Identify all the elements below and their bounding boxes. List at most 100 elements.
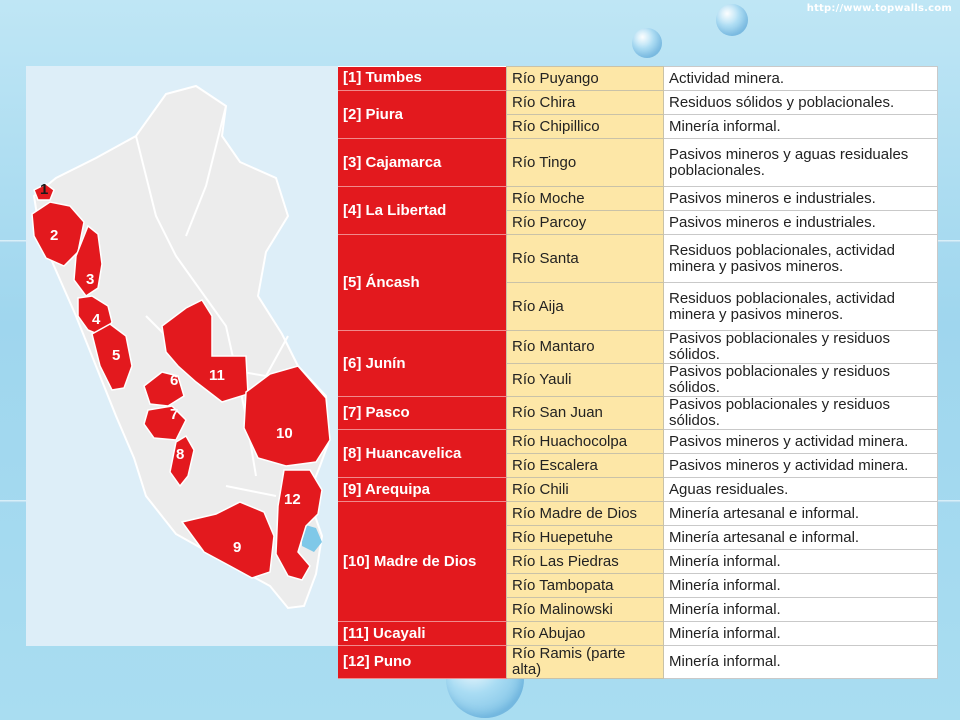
river-cell: Río Madre de Dios — [506, 501, 664, 526]
map-label-5: 5 — [112, 347, 120, 364]
region-cell: [2] Piura — [338, 90, 507, 139]
region-cell: [11] Ucayali — [338, 621, 507, 646]
river-cell: Río Puyango — [506, 66, 664, 91]
river-cell: Río Tambopata — [506, 573, 664, 598]
region-tumbes — [33, 183, 55, 201]
cause-cell: Minería artesanal e informal. — [663, 525, 938, 550]
map-label-6: 6 — [170, 372, 178, 389]
cause-cell: Pasivos poblacionales y residuos sólidos… — [663, 396, 938, 430]
table-body: [1] Tumbes Río Puyango Actividad minera. [2… — [338, 66, 938, 679]
table-row: [1] Tumbes Río Puyango Actividad minera. — [338, 66, 938, 91]
cause-cell: Pasivos mineros y actividad minera. — [663, 429, 938, 454]
table-row: [12] Puno Río Ramis (parte alta) Minería i… — [338, 645, 938, 679]
map-label-12: 12 — [284, 491, 301, 508]
table-row: Río Yauli Pasivos poblacionales y residuo… — [338, 363, 938, 397]
bubble-decoration — [632, 28, 662, 58]
river-cell: Río Chili — [506, 477, 664, 502]
region-cell: [4] La Libertad — [338, 186, 507, 235]
cause-cell: Minería informal. — [663, 573, 938, 598]
cause-cell: Pasivos poblacionales y residuos sólidos… — [663, 330, 938, 364]
table-row: Río Parcoy Pasivos mineros e industriales… — [338, 210, 938, 235]
cause-cell: Aguas residuales. — [663, 477, 938, 502]
region-arequipa — [180, 501, 275, 579]
map-label-1: 1 — [40, 181, 48, 198]
lake-titicaca — [302, 524, 322, 552]
region-madre-de-dios — [243, 365, 331, 467]
river-cell: Río Escalera — [506, 453, 664, 478]
river-cell: Río Santa — [506, 234, 664, 283]
table-row: [5] Áncash Río Santa Residuos poblacionale… — [338, 234, 938, 331]
river-cell: Río Parcoy — [506, 210, 664, 235]
cause-cell: Residuos sólidos y poblacionales. — [663, 90, 938, 115]
table-row: [8] Huancavelica Río Huachocolpa Pasivos m… — [338, 429, 938, 478]
table-row: [11] Ucayali Río Abujao Minería informal. — [338, 621, 938, 646]
table-row: Río Malinowski Minería informal. — [338, 597, 938, 622]
region-ucayali — [161, 299, 249, 403]
map-label-9: 9 — [233, 539, 241, 556]
river-cell: Río Aija — [506, 282, 664, 331]
river-cell: Río Moche — [506, 186, 664, 211]
table-row: [9] Arequipa Río Chili Aguas residuales. — [338, 477, 938, 502]
table-row: [10] Madre de Dios Río Madre de Dios Miner… — [338, 501, 938, 622]
map-label-7: 7 — [170, 406, 178, 423]
table-row: [2] Piura Río Chira Residuos sólidos y pob… — [338, 90, 938, 139]
cause-cell: Pasivos mineros e industriales. — [663, 210, 938, 235]
region-pasco — [143, 405, 187, 441]
pollution-table: [1] Tumbes Río Puyango Actividad minera. [2… — [338, 66, 938, 679]
region-cell: [9] Arequipa — [338, 477, 507, 502]
region-cell: [6] Junín — [338, 330, 507, 397]
table-row: Río Chipillico Minería informal. — [338, 114, 938, 139]
region-puno — [275, 469, 323, 581]
region-cell: [12] Puno — [338, 645, 507, 679]
cause-cell: Minería informal. — [663, 645, 938, 679]
table-row: [7] Pasco Río San Juan Pasivos poblacional… — [338, 396, 938, 430]
river-cell: Río Las Piedras — [506, 549, 664, 574]
table-row: [4] La Libertad Río Moche Pasivos mineros … — [338, 186, 938, 235]
map-label-4: 4 — [92, 311, 101, 328]
river-cell: Río Ramis (parte alta) — [506, 645, 664, 679]
cause-cell: Minería informal. — [663, 114, 938, 139]
table-row: [3] Cajamarca Río Tingo Pasivos mineros y … — [338, 138, 938, 187]
region-ancash — [91, 323, 133, 391]
cause-cell: Residuos poblacionales, actividad minera… — [663, 282, 938, 331]
map-label-2: 2 — [50, 227, 58, 244]
watermark-text: http://www.topwalls.com — [806, 3, 952, 14]
river-cell: Río Yauli — [506, 363, 664, 397]
map-label-11: 11 — [209, 367, 225, 384]
map-label-3: 3 — [86, 271, 94, 288]
region-cajamarca — [73, 224, 103, 298]
cause-cell: Minería informal. — [663, 621, 938, 646]
river-cell: Río Chira — [506, 90, 664, 115]
table-row: Río Las Piedras Minería informal. — [338, 549, 938, 574]
river-cell: Río Huepetuhe — [506, 525, 664, 550]
cause-cell: Pasivos mineros e industriales. — [663, 186, 938, 211]
cause-cell: Pasivos poblacionales y residuos sólidos… — [663, 363, 938, 397]
cause-cell: Residuos poblacionales, actividad minera… — [663, 234, 938, 283]
river-cell: Río Malinowski — [506, 597, 664, 622]
cause-cell: Minería informal. — [663, 549, 938, 574]
cause-cell: Pasivos mineros y actividad minera. — [663, 453, 938, 478]
cause-cell: Pasivos mineros y aguas residuales pobla… — [663, 138, 938, 187]
table-row: [6] Junín Río Mantaro Pasivos poblacionale… — [338, 330, 938, 397]
region-cell: [8] Huancavelica — [338, 429, 507, 478]
region-cell: [1] Tumbes — [338, 66, 507, 91]
peru-map: 1 2 3 4 5 6 7 8 9 10 11 12 — [26, 66, 338, 646]
map-label-8: 8 — [176, 446, 184, 463]
table-row: Río Huepetuhe Minería artesanal e informa… — [338, 525, 938, 550]
river-cell: Río San Juan — [506, 396, 664, 430]
region-huancavelica — [169, 434, 195, 488]
region-junin — [143, 371, 185, 407]
river-cell: Río Tingo — [506, 138, 664, 187]
cause-cell: Actividad minera. — [663, 66, 938, 91]
river-cell: Río Huachocolpa — [506, 429, 664, 454]
bubble-decoration — [716, 4, 748, 36]
river-cell: Río Chipillico — [506, 114, 664, 139]
region-cell: [3] Cajamarca — [338, 138, 507, 187]
slide-panel: 1 2 3 4 5 6 7 8 9 10 11 12 [1] Tumbes Río… — [26, 66, 938, 679]
peru-map-svg: 1 2 3 4 5 6 7 8 9 10 11 12 — [31, 84, 331, 610]
table-row: Río Aija Residuos poblacionales, activida… — [338, 282, 938, 331]
region-cell: [7] Pasco — [338, 396, 507, 430]
region-cell: [10] Madre de Dios — [338, 501, 507, 622]
region-cell: [5] Áncash — [338, 234, 507, 331]
cause-cell: Minería informal. — [663, 597, 938, 622]
